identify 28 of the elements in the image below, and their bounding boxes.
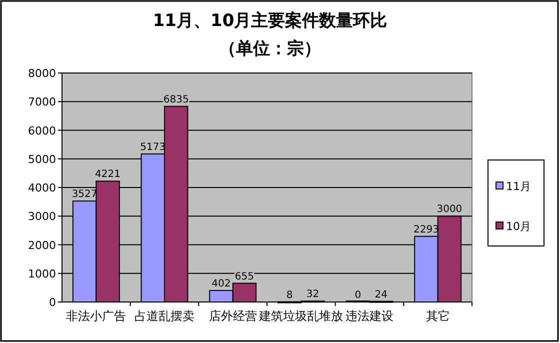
- data-label: 655: [234, 271, 254, 282]
- data-label: 32: [306, 289, 320, 300]
- y-tick-label: 5000: [28, 152, 56, 166]
- x-tick-label: 店外经营: [208, 309, 257, 323]
- y-tick-label: 1000: [28, 267, 56, 280]
- x-tick-label: 违法建设: [346, 309, 394, 323]
- data-label: 2293: [413, 224, 439, 236]
- y-tick-label: 4000: [28, 182, 56, 194]
- y-tick-label: 6000: [28, 124, 56, 138]
- chart-subtitle: （单位：宗）: [219, 39, 321, 59]
- chart-title: 11月、10月主要案件数量环比: [152, 10, 388, 31]
- data-label: 0: [354, 290, 362, 301]
- x-tick-label: 建筑垃圾乱堆放: [258, 309, 344, 323]
- x-tick-label: 非法小广告: [66, 309, 126, 323]
- y-tick-label: 0: [49, 296, 56, 309]
- y-tick-label: 2000: [28, 238, 56, 252]
- data-label: 4221: [95, 169, 121, 180]
- y-tick-label: 3000: [28, 210, 56, 224]
- y-tick-label: 8000: [28, 67, 56, 80]
- data-label: 8: [286, 290, 293, 301]
- y-tick-label: 7000: [28, 96, 56, 109]
- legend-label: 10月: [506, 220, 531, 233]
- x-tick-label: 其它: [426, 309, 450, 323]
- data-label: 402: [212, 278, 231, 290]
- data-label: 24: [374, 289, 388, 300]
- legend-label: 11月: [506, 180, 531, 193]
- data-label: 3000: [436, 204, 462, 216]
- x-tick-label: 占道乱摆卖: [134, 309, 194, 323]
